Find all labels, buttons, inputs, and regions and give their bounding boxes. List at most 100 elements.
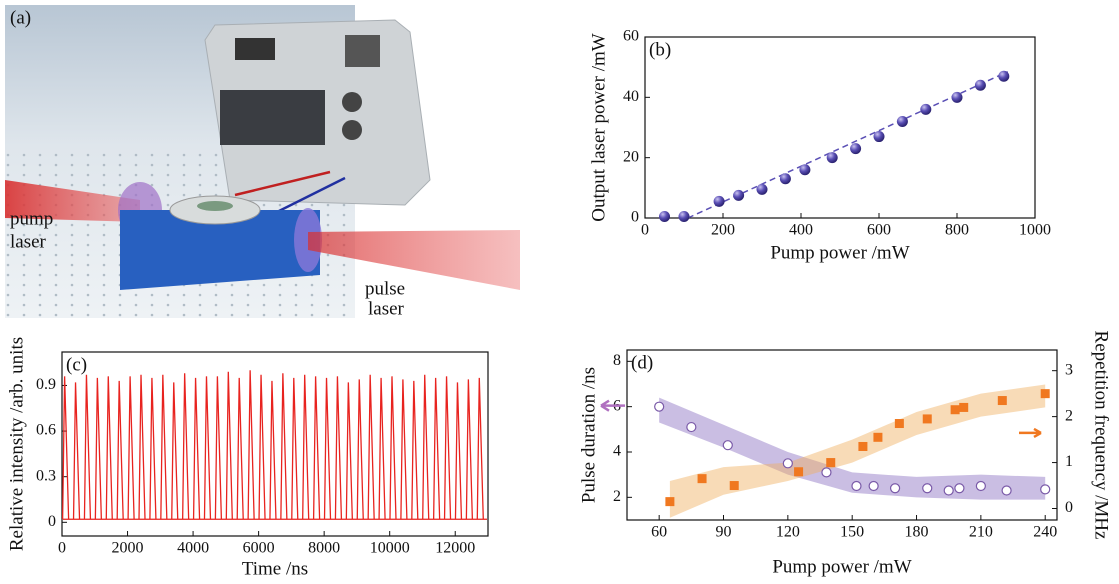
y-axis-label: Relative intensity /arb. units — [6, 337, 27, 551]
disk-center — [197, 201, 233, 211]
button — [342, 120, 362, 140]
pulse — [171, 382, 179, 520]
pulse — [280, 373, 288, 520]
point — [826, 458, 836, 468]
point — [799, 164, 811, 176]
button — [342, 92, 362, 112]
point — [950, 405, 960, 415]
x-axis-label: Pump power /mW — [772, 556, 911, 577]
point — [959, 402, 969, 412]
arrow — [600, 399, 625, 412]
y-tick-label: 40 — [623, 88, 639, 105]
point — [1040, 389, 1050, 399]
point — [954, 483, 965, 494]
annotation: laser — [368, 298, 405, 319]
x-tick-label: 0 — [58, 540, 66, 557]
point — [896, 115, 908, 127]
illustration: (a) pump laser pulse laser — [5, 5, 520, 319]
y2-tick-label: 1 — [1065, 453, 1073, 470]
pulse — [389, 376, 397, 520]
pulse — [378, 377, 386, 520]
panel-label: (b) — [649, 39, 671, 60]
pulse — [94, 377, 103, 520]
point — [975, 480, 986, 492]
pulse — [443, 376, 452, 520]
pulse — [476, 377, 484, 520]
pulse — [454, 382, 463, 520]
y-tick-label: 0 — [48, 513, 56, 530]
y-tick-label: 4 — [613, 443, 621, 460]
y-tick-label: 0 — [631, 209, 639, 226]
x-tick-label: 12000 — [435, 540, 475, 557]
point — [678, 210, 690, 222]
point — [686, 421, 697, 433]
x-tick-label: 8000 — [308, 540, 340, 557]
pulse — [203, 376, 212, 520]
y-tick-label: 8 — [613, 352, 621, 369]
y-tick-label: 2 — [613, 488, 621, 505]
pulse — [61, 376, 70, 520]
crystal-mount — [120, 210, 320, 290]
x-tick-label: 10000 — [370, 540, 410, 557]
x-tick-label: 210 — [969, 524, 993, 541]
x-tick-label: 240 — [1033, 524, 1057, 541]
point — [654, 401, 665, 412]
plot-frame — [626, 349, 1058, 521]
pulse — [182, 373, 190, 520]
point — [998, 70, 1010, 82]
point — [1001, 485, 1012, 496]
pulse — [72, 382, 81, 520]
point — [821, 467, 832, 478]
y-tick-label: 0.3 — [36, 467, 56, 484]
x-tick-label: 180 — [905, 524, 929, 541]
pulse — [345, 382, 353, 520]
point — [722, 440, 733, 451]
point — [894, 419, 904, 429]
pulse — [192, 377, 201, 520]
pulse — [225, 371, 233, 520]
point — [868, 480, 879, 492]
y-tick-label: 20 — [623, 148, 639, 165]
panel-label: (a) — [10, 7, 31, 28]
pulse — [411, 380, 419, 520]
pulse — [323, 377, 332, 520]
x-tick-label: 6000 — [243, 540, 275, 557]
point — [943, 485, 954, 496]
y-axis-label: Output laser power /mW — [588, 33, 609, 221]
annotation: pump — [10, 208, 53, 229]
point — [873, 432, 883, 442]
y-tick-label: 0.9 — [36, 376, 56, 393]
point — [665, 497, 675, 507]
pulse — [127, 376, 135, 520]
x-axis-label: Pump power /mW — [770, 242, 909, 263]
x-tick-label: 0 — [641, 222, 649, 239]
point — [873, 131, 885, 143]
point — [922, 414, 932, 424]
point — [794, 467, 804, 477]
pulse — [356, 379, 364, 520]
pulse — [400, 379, 408, 520]
x-tick-label: 90 — [716, 524, 732, 541]
x-tick-label: 800 — [945, 222, 969, 239]
plot-frame — [644, 36, 1036, 219]
point — [826, 152, 838, 164]
annotation: laser — [10, 231, 47, 252]
point — [697, 474, 707, 484]
cable — [234, 170, 331, 197]
y-tick-label: 60 — [623, 28, 639, 45]
x-tick-label: 150 — [840, 524, 864, 541]
point — [713, 195, 725, 207]
point — [756, 183, 768, 195]
point — [850, 143, 862, 155]
point — [729, 481, 739, 491]
point — [659, 210, 670, 222]
x-tick-label: 1000 — [1019, 222, 1051, 239]
pulse — [149, 377, 157, 520]
pulse — [291, 377, 299, 520]
point — [733, 189, 745, 201]
point — [922, 483, 933, 494]
point — [951, 91, 963, 103]
pulse — [138, 374, 146, 520]
pulse — [236, 377, 244, 520]
y2-axis-label: Repetition frequency /MHz — [1091, 331, 1112, 540]
